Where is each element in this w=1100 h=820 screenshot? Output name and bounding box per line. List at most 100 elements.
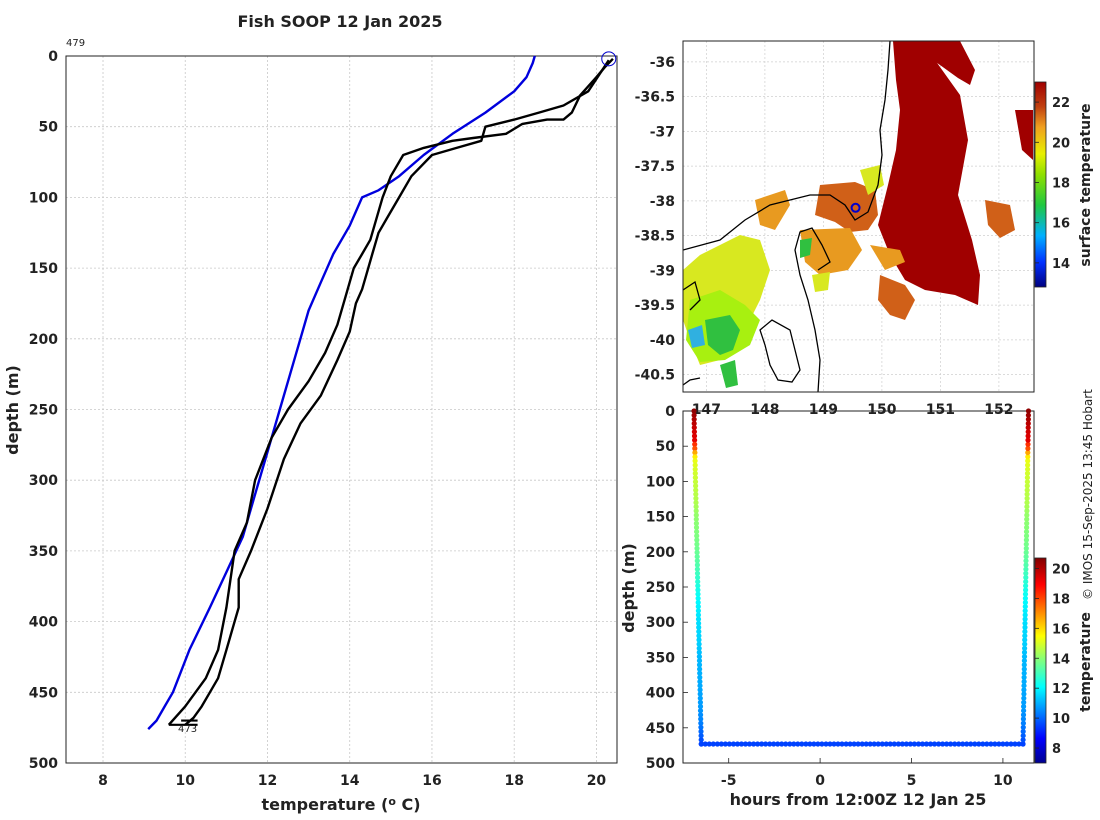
- depth-time-point-down: [691, 433, 698, 439]
- profile-x-tick: 10: [176, 773, 196, 789]
- depth-time-point-up: [1023, 574, 1029, 581]
- depth-time-point-bottom: [815, 741, 821, 747]
- depth-time-point-bottom: [907, 741, 914, 747]
- map-y-tick: -40: [650, 333, 676, 349]
- temperature-colorbar-tick: 14: [1052, 652, 1070, 667]
- depth-time-point-down: [697, 699, 704, 706]
- profile-x-tick: 20: [587, 773, 607, 789]
- depth-time-point-up: [1021, 666, 1027, 672]
- depth-time-point-bottom: [903, 741, 910, 747]
- depth-time-point-bottom: [734, 741, 741, 747]
- depth-time-point-down: [696, 641, 702, 647]
- depth-time-y-tick: 400: [646, 686, 675, 702]
- depth-time-point-down: [695, 616, 702, 622]
- coastline: [683, 41, 891, 392]
- sst-colorbar-tick: 22: [1052, 96, 1070, 111]
- depth-time-point-bottom: [960, 741, 966, 747]
- depth-time-point-up: [1021, 703, 1027, 710]
- profile-y-tick: 250: [29, 403, 58, 419]
- depth-time-point-down: [695, 612, 702, 618]
- depth-time-point-bottom: [984, 741, 990, 747]
- map-y-tick: -37.5: [635, 159, 675, 175]
- sst-colorbar-tick: 18: [1052, 176, 1070, 191]
- depth-time-point-bottom: [919, 741, 926, 747]
- depth-time-point-bottom: [936, 741, 942, 747]
- depth-time-point-down: [691, 408, 697, 414]
- profile-y-tick: 200: [29, 332, 58, 348]
- depth-time-point-up: [1025, 420, 1031, 427]
- depth-time-point-down: [697, 708, 704, 714]
- temperature-colorbar-tick: 16: [1052, 622, 1070, 637]
- depth-time-point-bottom: [823, 741, 829, 747]
- profile-tick-labels: 8 10 12 14 16 18 20050100150200250300350400450…: [29, 49, 607, 789]
- depth-time-point-down: [698, 728, 704, 735]
- depth-time-point-down: [696, 645, 702, 651]
- depth-time-point-up: [1022, 612, 1028, 618]
- depth-time-point-down: [695, 599, 701, 606]
- depth-time-y-tick: 50: [656, 439, 676, 455]
- depth-time-x-tick: 5: [907, 773, 917, 789]
- depth-time-point-bottom: [992, 741, 998, 747]
- depth-time-point-down: [697, 674, 703, 681]
- depth-time-point-bottom: [944, 741, 950, 747]
- temperature-colorbar-tick: 12: [1052, 682, 1070, 697]
- profile-line-downcast: [167, 57, 614, 726]
- depth-time-point-bottom: [767, 741, 773, 747]
- depth-time-y-tick: 200: [646, 545, 675, 561]
- depth-time-point-up: [1022, 608, 1028, 614]
- profile-line-climatology: [147, 55, 536, 730]
- depth-time-point-up: [1022, 624, 1028, 631]
- depth-time-point-bottom: [915, 741, 922, 747]
- depth-time-point-bottom: [980, 741, 986, 747]
- depth-time-point-bottom: [795, 741, 801, 747]
- map-x-tick: 151: [926, 402, 955, 418]
- depth-time-point-up: [1025, 454, 1031, 460]
- profile-chart: 8 10 12 14 16 18 20050100150200250300350400450…: [3, 38, 618, 814]
- depth-time-point-bottom: [976, 741, 982, 747]
- depth-time-point-bottom: [738, 741, 745, 747]
- depth-time-point-down: [692, 479, 699, 485]
- depth-time-point-bottom: [803, 741, 809, 747]
- depth-time-point-bottom: [964, 741, 970, 747]
- profile-bottom-label: 473: [178, 724, 197, 735]
- depth-time-point-down: [694, 566, 701, 572]
- depth-time-point-up: [1024, 520, 1030, 527]
- depth-time-point-bottom: [730, 741, 737, 747]
- depth-time-point-up: [1020, 720, 1026, 726]
- depth-time-point-bottom: [968, 741, 974, 747]
- depth-time-point-up: [1020, 712, 1027, 718]
- depth-time-point-down: [692, 475, 699, 481]
- depth-time-point-down: [694, 554, 700, 560]
- depth-time-point-up: [1024, 516, 1030, 522]
- depth-time-point-down: [696, 620, 702, 626]
- map-x-tick: 148: [750, 402, 779, 418]
- depth-time-point-up: [1021, 670, 1027, 676]
- depth-time-point-down: [697, 687, 703, 693]
- depth-time-point-bottom: [879, 741, 885, 747]
- depth-time-point-up: [1024, 483, 1030, 489]
- depth-time-point-down: [691, 416, 697, 422]
- depth-time-point-up: [1023, 558, 1029, 564]
- depth-time-point-bottom: [1004, 741, 1010, 747]
- depth-time-point-down: [695, 591, 701, 597]
- depth-time-point-bottom: [835, 741, 841, 747]
- map-content: [683, 41, 1033, 392]
- depth-time-point-bottom: [714, 741, 721, 747]
- depth-time-point-down: [695, 595, 701, 601]
- depth-time-point-down: [692, 441, 698, 447]
- depth-time-y-tick: 300: [646, 615, 675, 631]
- depth-time-point-up: [1024, 475, 1030, 481]
- profile-line-upcast: [184, 59, 610, 726]
- depth-time-point-up: [1025, 437, 1031, 443]
- depth-time-x-tick: 0: [815, 773, 825, 789]
- depth-time-point-up: [1025, 445, 1031, 452]
- depth-time-point-up: [1025, 425, 1031, 431]
- depth-time-point-up: [1023, 537, 1029, 543]
- depth-time-point-down: [696, 658, 703, 664]
- depth-time-point-down: [692, 450, 698, 456]
- temperature-colorbar-tick: 10: [1052, 712, 1070, 727]
- depth-time-point-down: [698, 737, 704, 743]
- depth-time-point-up: [1021, 674, 1027, 681]
